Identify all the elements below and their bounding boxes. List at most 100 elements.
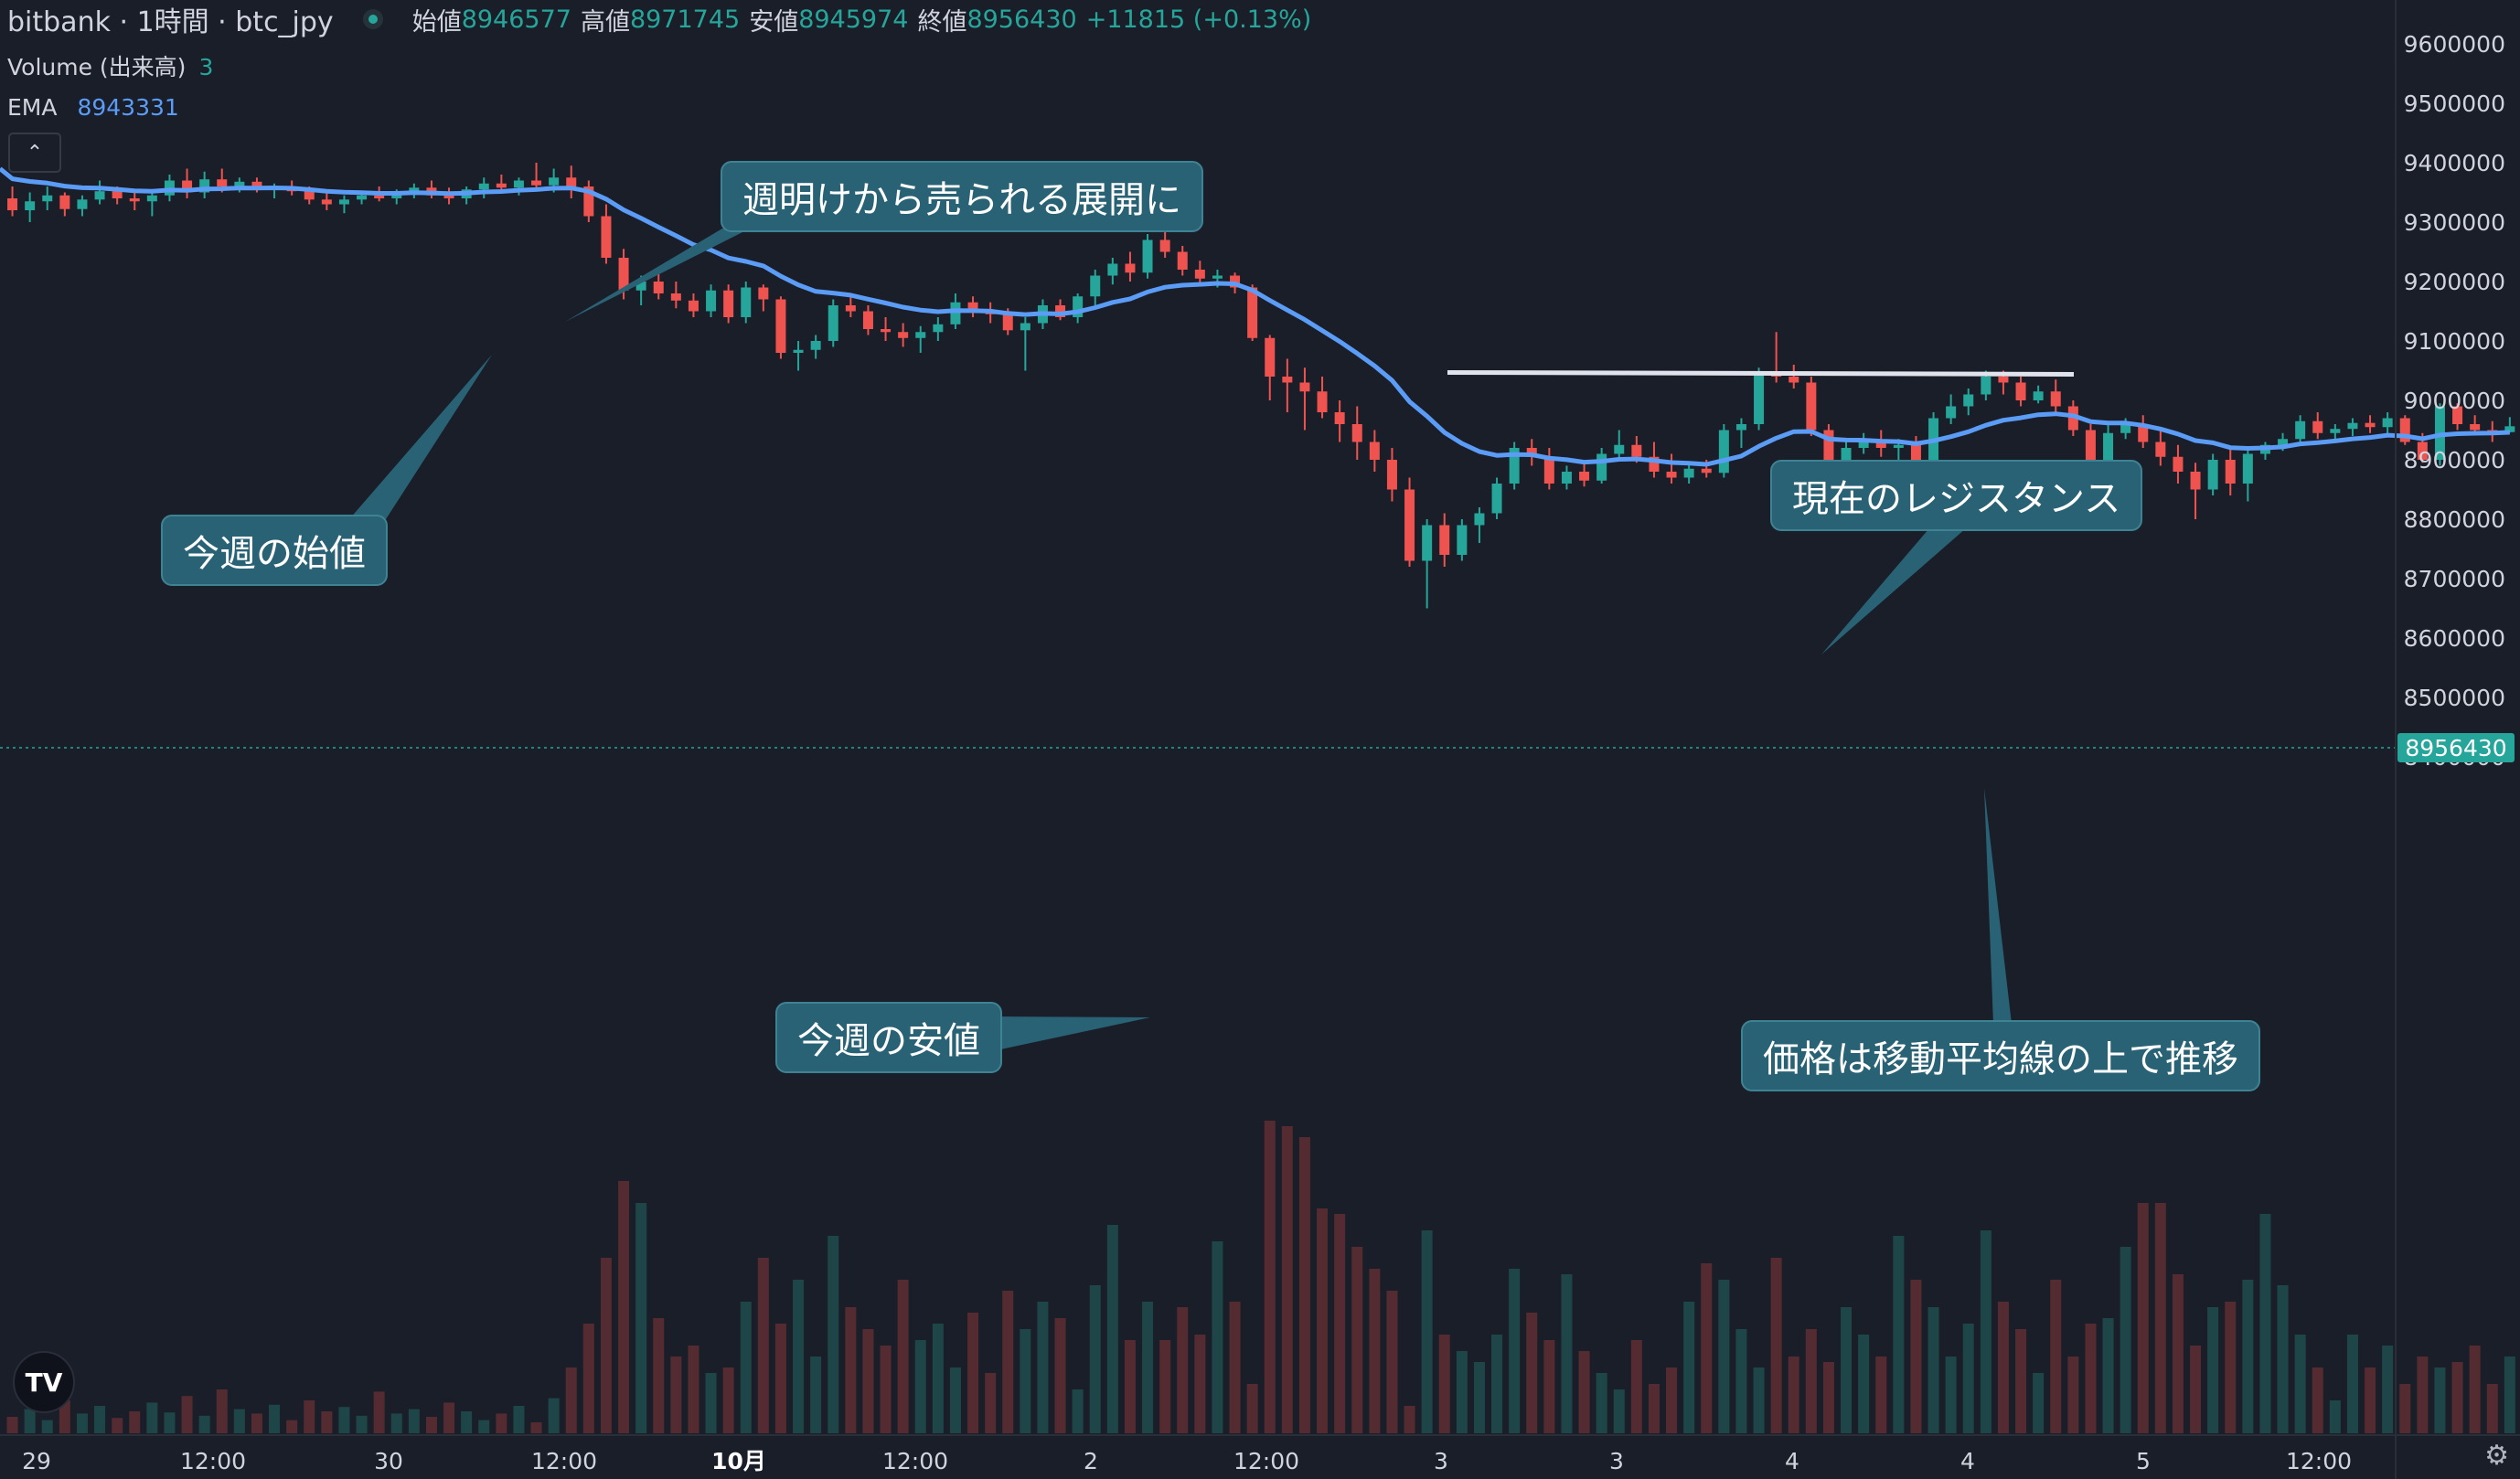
candle-body [443, 195, 454, 198]
x-tick-label: 2 [1084, 1448, 1098, 1474]
volume-bar [1159, 1340, 1171, 1433]
candle-body [1439, 525, 1450, 555]
volume-bar [1875, 1357, 1887, 1433]
candle-body [2173, 456, 2184, 472]
callout-above-ma-text: 価格は移動平均線の上で推移 [1763, 1038, 2238, 1080]
candle-body [2120, 424, 2131, 433]
y-axis-ticks: 8400000850000086000008700000880000089000… [2404, 31, 2505, 771]
candle-body [1177, 251, 1188, 270]
volume-bar [1054, 1318, 1066, 1433]
candle-body [2312, 420, 2323, 433]
callout-pointer-resistance [1821, 528, 1966, 654]
candle-body [1020, 323, 1030, 331]
candle-body [513, 180, 524, 188]
volume-bar [1491, 1335, 1503, 1433]
candle-body [2067, 406, 2078, 431]
candle-body [2417, 442, 2428, 460]
volume-bar [1858, 1335, 1870, 1433]
tradingview-logo-icon[interactable]: TV [13, 1351, 75, 1413]
candle-body [706, 290, 717, 312]
volume-bar [1526, 1313, 1538, 1433]
volume-bar [2033, 1373, 2045, 1433]
volume-bar [1980, 1230, 1991, 1433]
callout-pointer-week-open [349, 355, 492, 519]
market-status-icon [362, 9, 383, 29]
volume-bar [2015, 1329, 2027, 1433]
candle-body [1369, 442, 1380, 460]
chevron-up-icon: ⌃ [26, 141, 44, 165]
volume-bar [1037, 1302, 1049, 1433]
volume-bar [59, 1400, 70, 1433]
x-tick-label: 3 [1609, 1448, 1624, 1474]
candle-body [1875, 442, 1886, 448]
candle-body [1614, 444, 1625, 454]
volume-bar [216, 1389, 228, 1433]
volume-bar [1841, 1307, 1853, 1433]
volume-indicator-legend[interactable]: Volume (出来高) 3 [7, 49, 213, 82]
symbol-title[interactable]: bitbank · 1時間 · btc_jpy [7, 6, 334, 38]
candle-body [338, 199, 349, 205]
candle-body [251, 181, 262, 189]
callout-sold-off: 週明けから売られる展開に [721, 161, 1203, 232]
volume-bar [565, 1367, 577, 1433]
volume-bar [1246, 1384, 1258, 1433]
candle-body [2504, 426, 2515, 432]
candle-body [1718, 430, 1729, 473]
candle-body [828, 305, 838, 341]
volume-bar [181, 1396, 193, 1433]
volume-bar [24, 1409, 36, 1433]
ema-indicator-legend[interactable]: EMA 8943331 [7, 94, 179, 121]
volume-bar [1613, 1389, 1625, 1433]
y-tick-label: 8700000 [2404, 566, 2505, 592]
candle-body [2330, 429, 2341, 433]
volume-bar [373, 1391, 385, 1433]
candle-body [1125, 263, 1136, 273]
volume-bar [251, 1413, 262, 1433]
candle-body [217, 179, 228, 186]
candle-body [601, 216, 612, 258]
volume-bar [112, 1418, 123, 1433]
volume-bar [2225, 1302, 2237, 1433]
volume-bar [2294, 1335, 2306, 1433]
candle-body [688, 300, 699, 312]
volume-bar [2259, 1214, 2271, 1433]
candle-body [1526, 448, 1537, 457]
x-tick-label: 12:00 [1233, 1448, 1299, 1474]
candle-body [793, 349, 804, 353]
volume-bar [845, 1307, 857, 1433]
callout-week-open: 今週の始値 [161, 515, 388, 586]
candle-body [1090, 275, 1101, 297]
volume-bar [2120, 1247, 2131, 1433]
collapse-legend-button[interactable]: ⌃ [8, 133, 61, 173]
candle-body [1649, 456, 1660, 472]
x-tick-label: 12:00 [180, 1448, 246, 1474]
settings-gear-icon[interactable]: ⚙ [2484, 1440, 2509, 1472]
volume-bar [793, 1280, 805, 1433]
candle-body [1596, 453, 1607, 481]
candle-body [1422, 525, 1433, 561]
candle-body [496, 183, 507, 188]
candle-body [1457, 525, 1468, 555]
volume-bar [705, 1373, 717, 1433]
candle-body [1299, 382, 1310, 392]
candle-body [1351, 424, 1362, 442]
candle-body [7, 198, 18, 210]
y-tick-label: 8900000 [2404, 447, 2505, 473]
volume-bar [1421, 1230, 1433, 1433]
volume-bar [914, 1340, 926, 1433]
candle-body [146, 195, 157, 202]
volume-bar [2085, 1324, 2097, 1433]
candle-body [1701, 468, 1712, 473]
candle-body [1142, 239, 1153, 273]
candle-body [2207, 460, 2218, 490]
volume-bar [1945, 1357, 1957, 1433]
candle-body [635, 282, 646, 291]
candle-body [2085, 430, 2096, 466]
candle-body [321, 199, 332, 205]
candle-body [1754, 373, 1765, 424]
change-value: +11815 (+0.13%) [1085, 5, 1312, 34]
volume-bar [2434, 1367, 2446, 1433]
volume-bar [6, 1417, 18, 1433]
volume-bar [513, 1406, 525, 1433]
